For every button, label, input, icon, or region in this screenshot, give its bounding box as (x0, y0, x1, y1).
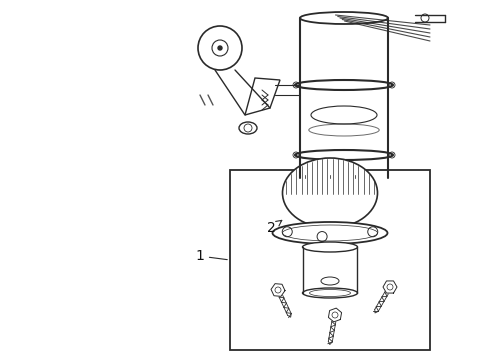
Text: 1: 1 (195, 249, 227, 263)
Ellipse shape (282, 158, 377, 228)
Ellipse shape (302, 288, 357, 298)
Ellipse shape (302, 242, 357, 252)
Bar (229, 170, 429, 350)
Text: 2: 2 (266, 220, 281, 235)
Ellipse shape (272, 222, 386, 244)
Circle shape (218, 46, 222, 50)
